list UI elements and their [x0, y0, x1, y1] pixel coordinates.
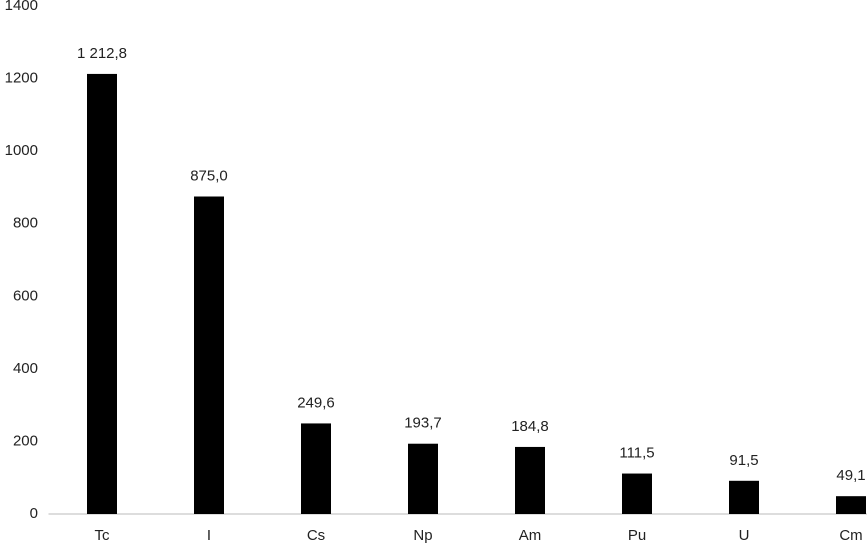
- y-tick-label: 0: [30, 505, 38, 522]
- bar: [836, 496, 866, 514]
- x-tick-label: Cs: [307, 527, 325, 544]
- x-tick-label: Tc: [95, 527, 111, 544]
- y-tick-label: 400: [13, 360, 38, 377]
- y-tick-label: 200: [13, 432, 38, 449]
- y-tick-label: 1200: [5, 70, 38, 87]
- bar: [194, 196, 224, 514]
- x-tick-label: Cm: [839, 527, 862, 544]
- data-label: 193,7: [404, 415, 442, 432]
- data-label: 91,5: [729, 452, 758, 469]
- data-label: 111,5: [619, 445, 654, 462]
- x-tick-label: Pu: [628, 527, 646, 544]
- x-tick-label: Np: [413, 527, 432, 544]
- y-tick-label: 600: [13, 287, 38, 304]
- bar: [301, 423, 331, 514]
- bar: [87, 73, 117, 515]
- data-label: 1 212,8: [77, 45, 127, 62]
- bar: [622, 473, 652, 514]
- x-tick-label: I: [207, 527, 211, 544]
- bar: [515, 446, 545, 514]
- y-tick-label: 1000: [5, 142, 38, 159]
- data-label: 49,1: [836, 467, 865, 484]
- data-label: 249,6: [297, 394, 335, 411]
- bar: [408, 443, 438, 514]
- bar: [729, 480, 759, 514]
- x-tick-label: Am: [519, 527, 542, 544]
- x-tick-label: U: [739, 527, 750, 544]
- y-tick-label: 1400: [5, 0, 38, 14]
- data-label: 184,8: [511, 418, 549, 435]
- data-label: 875,0: [190, 167, 228, 184]
- y-tick-label: 800: [13, 215, 38, 232]
